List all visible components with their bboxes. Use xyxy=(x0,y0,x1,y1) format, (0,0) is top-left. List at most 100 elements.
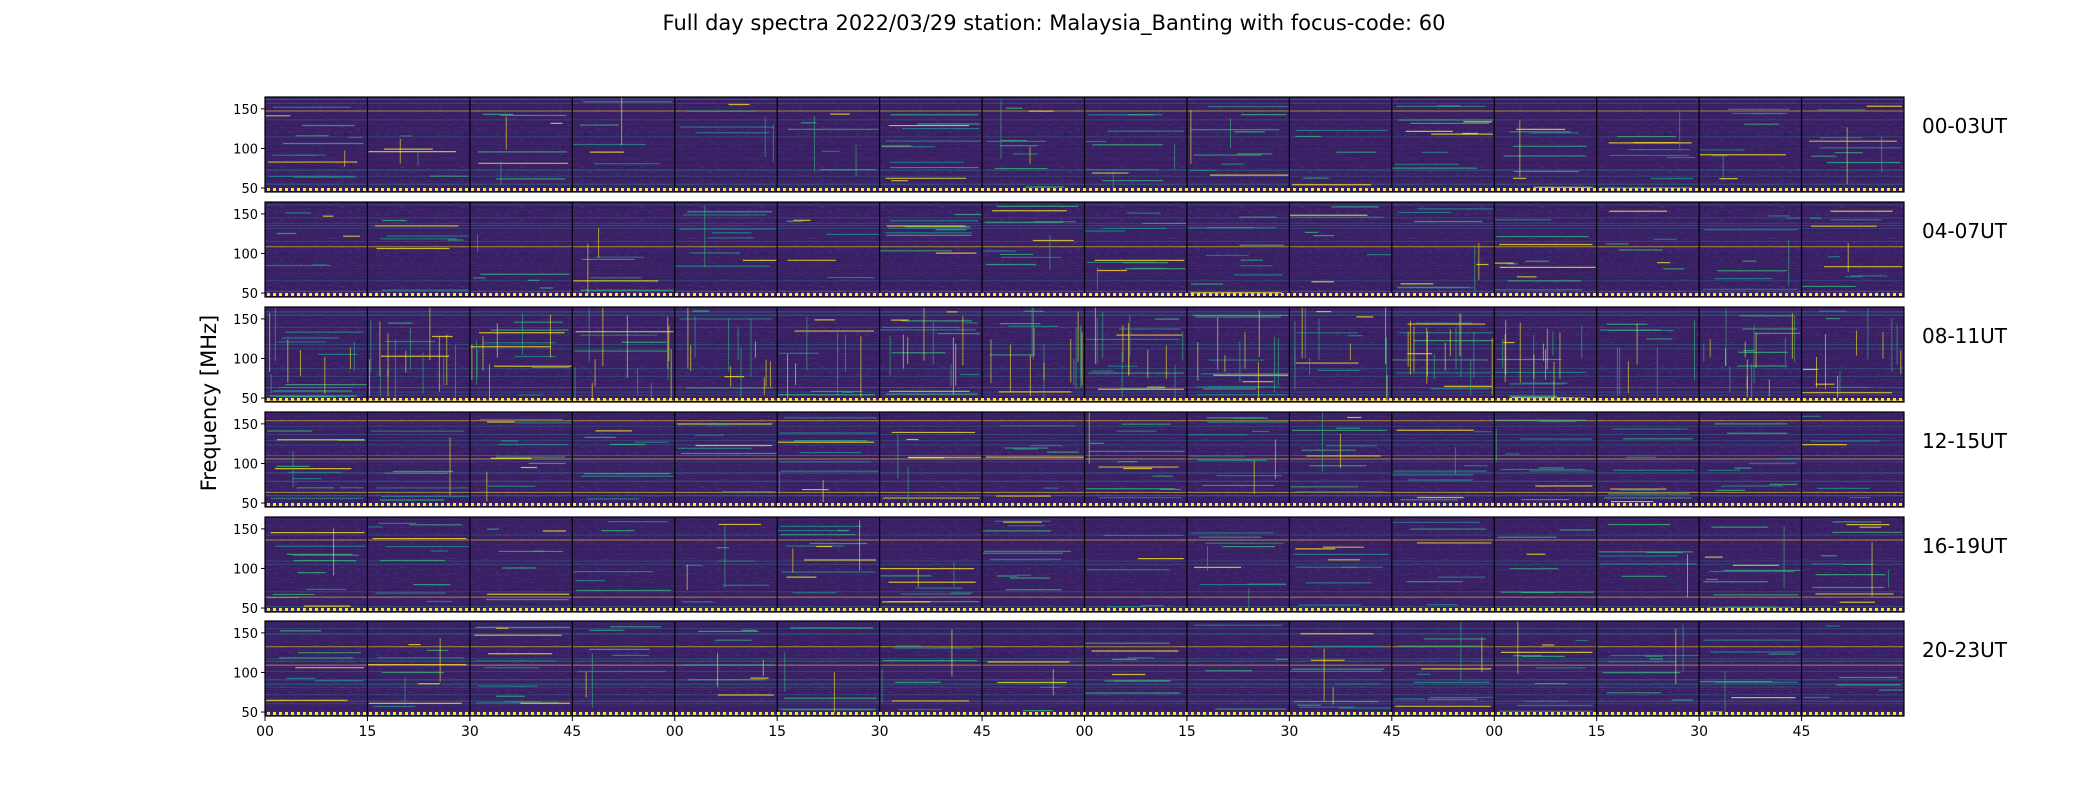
baseline-dot xyxy=(333,293,336,296)
baseline-dot xyxy=(1341,188,1344,191)
baseline-dot xyxy=(453,398,456,401)
baseline-dot xyxy=(1479,188,1482,191)
baseline-dot xyxy=(1479,608,1482,611)
baseline-dot xyxy=(927,608,930,611)
baseline-dot xyxy=(699,608,702,611)
baseline-dot xyxy=(1653,712,1656,715)
baseline-dot xyxy=(765,503,768,506)
baseline-dot xyxy=(1179,608,1182,611)
baseline-dot xyxy=(351,188,354,191)
baseline-dot xyxy=(1743,712,1746,715)
baseline-dot xyxy=(1881,293,1884,296)
baseline-dot xyxy=(825,503,828,506)
baseline-dot xyxy=(837,503,840,506)
baseline-dot xyxy=(1029,608,1032,611)
baseline-dot xyxy=(705,608,708,611)
baseline-dot xyxy=(1239,712,1242,715)
baseline-dot xyxy=(789,293,792,296)
baseline-dot xyxy=(801,398,804,401)
baseline-dot xyxy=(1875,503,1878,506)
baseline-dot xyxy=(1791,188,1794,191)
baseline-dot xyxy=(1815,188,1818,191)
baseline-dot xyxy=(339,398,342,401)
baseline-dot xyxy=(1227,608,1230,611)
baseline-dot xyxy=(1149,398,1152,401)
spectra-panels: 5010015000-03UT5010015004-07UT5010015008… xyxy=(233,96,2008,721)
y-tick-label: 50 xyxy=(241,287,258,302)
baseline-dot xyxy=(1401,398,1404,401)
baseline-dot xyxy=(375,503,378,506)
baseline-dot xyxy=(471,398,474,401)
baseline-dot xyxy=(699,398,702,401)
baseline-dot xyxy=(879,293,882,296)
baseline-dot xyxy=(951,608,954,611)
baseline-dot xyxy=(909,608,912,611)
baseline-dot xyxy=(1527,293,1530,296)
y-axis-label: Frequency [MHz] xyxy=(197,315,221,491)
baseline-dot xyxy=(453,503,456,506)
baseline-dot xyxy=(1431,503,1434,506)
baseline-dot xyxy=(573,503,576,506)
baseline-dot xyxy=(1155,188,1158,191)
baseline-dot xyxy=(1023,608,1026,611)
baseline-dot xyxy=(741,293,744,296)
baseline-dot xyxy=(849,608,852,611)
baseline-dot xyxy=(1743,398,1746,401)
baseline-dot xyxy=(1203,712,1206,715)
x-tick-label: 30 xyxy=(461,724,479,740)
baseline-dot xyxy=(759,712,762,715)
baseline-dot xyxy=(999,293,1002,296)
baseline-dot xyxy=(663,188,666,191)
baseline-dot xyxy=(1227,712,1230,715)
baseline-dot xyxy=(573,608,576,611)
baseline-dot xyxy=(1137,712,1140,715)
baseline-dot xyxy=(591,608,594,611)
baseline-dot xyxy=(675,398,678,401)
baseline-dot xyxy=(1563,712,1566,715)
baseline-dot xyxy=(879,608,882,611)
baseline-dot xyxy=(1377,293,1380,296)
baseline-dot xyxy=(897,398,900,401)
baseline-dot xyxy=(1629,712,1632,715)
baseline-dot xyxy=(483,503,486,506)
baseline-dot xyxy=(309,712,312,715)
baseline-dot xyxy=(1731,188,1734,191)
baseline-dot xyxy=(1479,712,1482,715)
baseline-dot xyxy=(1377,608,1380,611)
baseline-dot xyxy=(1335,503,1338,506)
baseline-dot xyxy=(1851,608,1854,611)
baseline-dot xyxy=(1137,398,1140,401)
baseline-dot xyxy=(603,712,606,715)
baseline-dot xyxy=(1587,712,1590,715)
baseline-dot xyxy=(1347,398,1350,401)
baseline-dot xyxy=(1263,398,1266,401)
baseline-dot xyxy=(1449,188,1452,191)
baseline-dot xyxy=(1515,188,1518,191)
baseline-dot xyxy=(1833,712,1836,715)
baseline-dot xyxy=(1431,398,1434,401)
baseline-dot xyxy=(1137,503,1140,506)
baseline-dot xyxy=(1509,503,1512,506)
baseline-dot xyxy=(1653,188,1656,191)
baseline-dot xyxy=(771,398,774,401)
baseline-dot xyxy=(1143,398,1146,401)
baseline-dot xyxy=(843,608,846,611)
baseline-dot xyxy=(333,188,336,191)
baseline-dot xyxy=(279,398,282,401)
baseline-dot xyxy=(945,398,948,401)
baseline-dot xyxy=(1215,293,1218,296)
baseline-dot xyxy=(1899,188,1902,191)
baseline-dot xyxy=(1191,293,1194,296)
baseline-dot xyxy=(1611,188,1614,191)
baseline-dot xyxy=(963,608,966,611)
baseline-dot xyxy=(1317,608,1320,611)
baseline-dot xyxy=(1773,503,1776,506)
baseline-dot xyxy=(945,503,948,506)
baseline-dot xyxy=(1467,503,1470,506)
baseline-dot xyxy=(1659,503,1662,506)
baseline-dot xyxy=(1197,293,1200,296)
baseline-dot xyxy=(1353,293,1356,296)
baseline-dot xyxy=(795,188,798,191)
baseline-dot xyxy=(1275,188,1278,191)
baseline-dot xyxy=(987,608,990,611)
